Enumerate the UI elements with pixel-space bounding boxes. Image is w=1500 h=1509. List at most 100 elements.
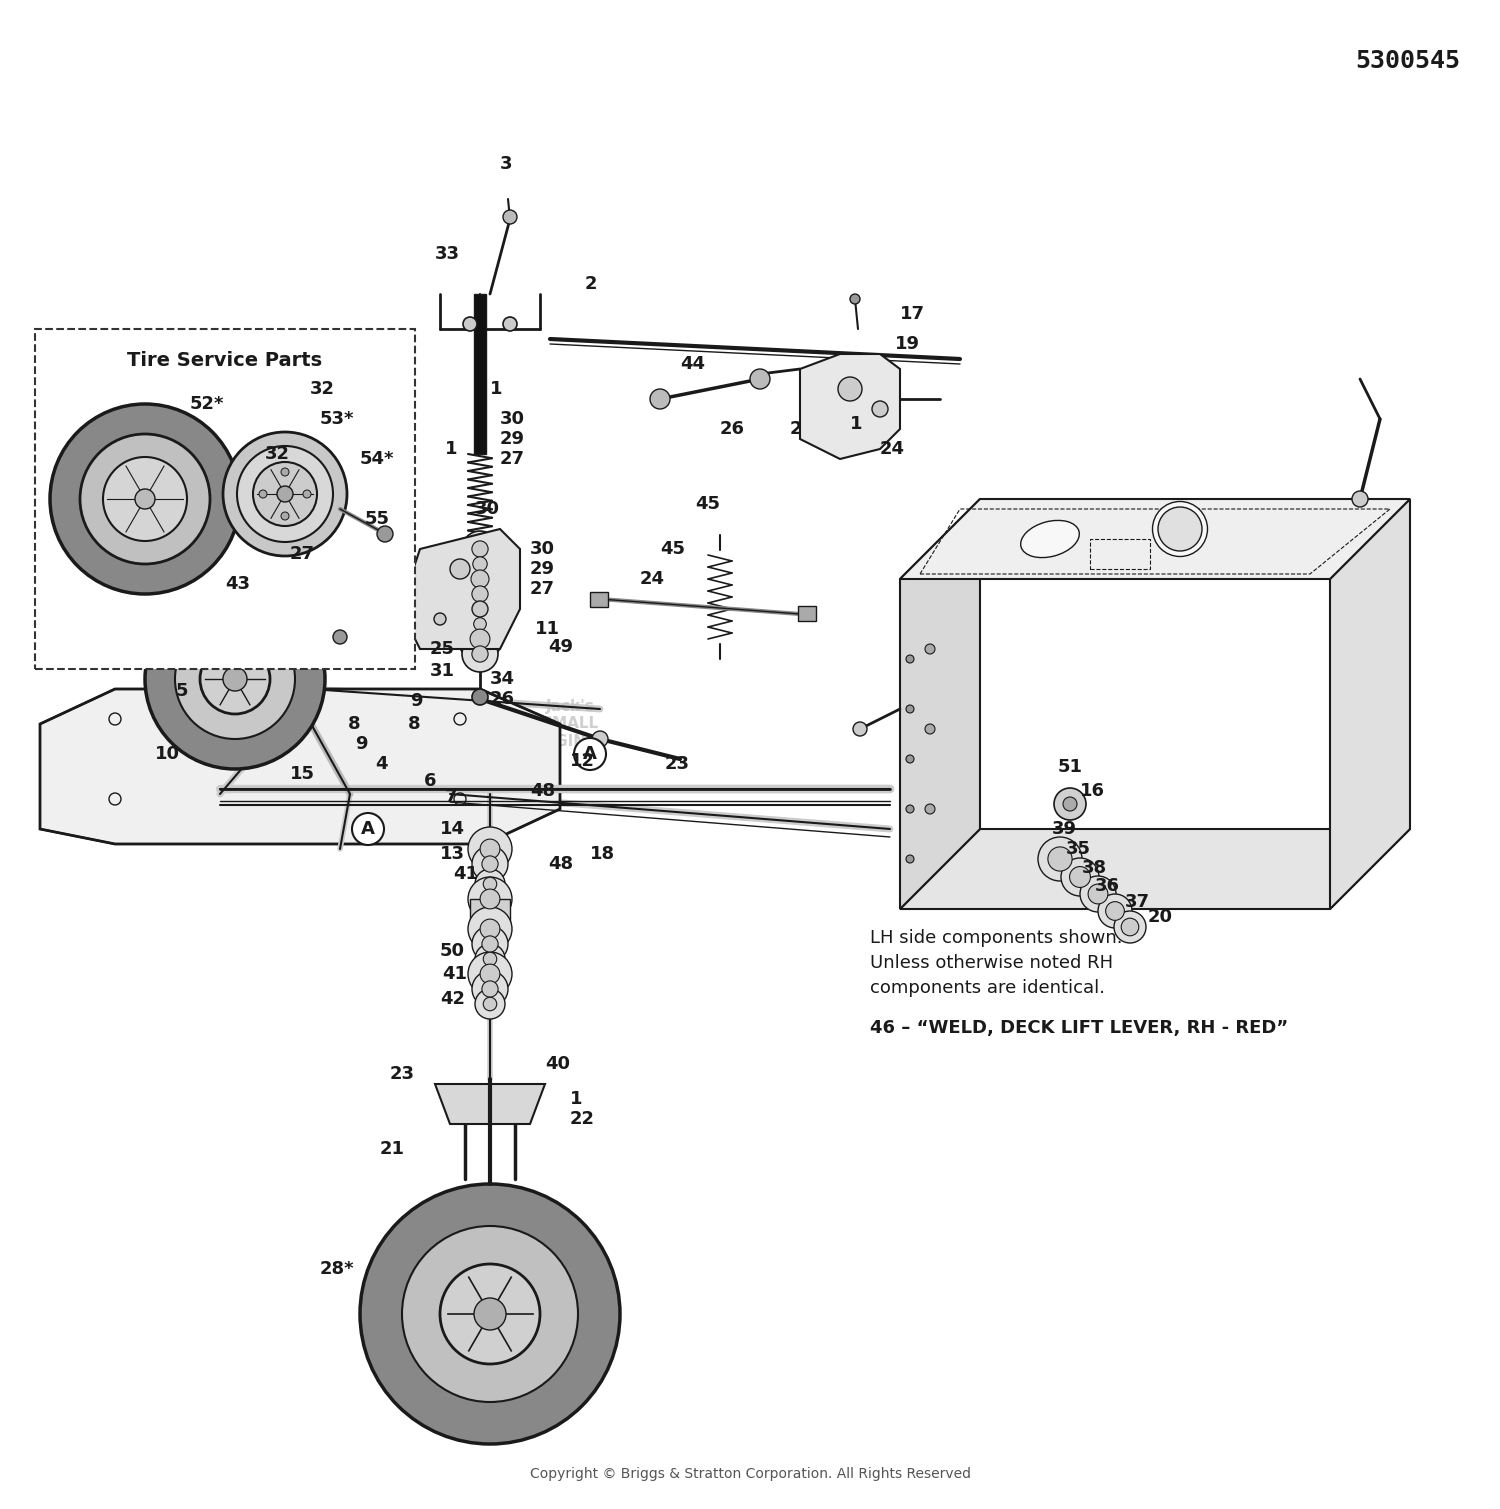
Circle shape xyxy=(280,512,290,521)
Text: 37: 37 xyxy=(1125,893,1150,911)
Text: Copyright © Briggs & Stratton Corporation. All Rights Reserved: Copyright © Briggs & Stratton Corporatio… xyxy=(530,1467,970,1480)
Text: 26: 26 xyxy=(720,420,746,438)
Circle shape xyxy=(1038,837,1082,881)
Ellipse shape xyxy=(1152,501,1208,557)
Circle shape xyxy=(906,804,914,813)
Text: 1: 1 xyxy=(490,380,502,398)
Circle shape xyxy=(472,602,488,616)
Text: 32: 32 xyxy=(310,380,334,398)
Text: 22: 22 xyxy=(570,1111,596,1129)
Text: 48: 48 xyxy=(548,856,573,874)
Text: 13: 13 xyxy=(440,845,465,863)
Text: 32: 32 xyxy=(266,445,290,463)
Text: 34: 34 xyxy=(490,670,514,688)
Text: LH side components shown.: LH side components shown. xyxy=(870,930,1122,948)
Circle shape xyxy=(468,952,512,996)
Circle shape xyxy=(464,548,496,579)
Circle shape xyxy=(472,557,488,572)
Circle shape xyxy=(650,389,670,409)
Circle shape xyxy=(1080,877,1116,911)
Text: Tire Service Parts: Tire Service Parts xyxy=(128,352,322,370)
Circle shape xyxy=(750,370,770,389)
Polygon shape xyxy=(40,690,560,844)
Bar xyxy=(470,899,510,930)
Text: 51: 51 xyxy=(1058,758,1083,776)
Circle shape xyxy=(360,1185,620,1444)
Circle shape xyxy=(503,210,518,223)
Circle shape xyxy=(462,635,498,672)
Circle shape xyxy=(1352,490,1368,507)
Circle shape xyxy=(352,813,384,845)
Text: 18: 18 xyxy=(590,845,615,863)
Circle shape xyxy=(242,539,254,549)
Circle shape xyxy=(474,617,486,631)
Text: 48: 48 xyxy=(530,782,555,800)
Circle shape xyxy=(278,486,292,502)
Circle shape xyxy=(176,619,296,739)
Text: 17: 17 xyxy=(900,305,926,323)
Circle shape xyxy=(476,945,506,973)
Circle shape xyxy=(1060,859,1100,896)
Circle shape xyxy=(1048,847,1072,871)
Circle shape xyxy=(1098,893,1132,928)
Circle shape xyxy=(135,489,154,509)
Circle shape xyxy=(458,617,503,661)
Text: 23: 23 xyxy=(664,754,690,773)
Text: 41: 41 xyxy=(453,865,478,883)
Circle shape xyxy=(1088,884,1108,904)
Circle shape xyxy=(1114,911,1146,943)
Circle shape xyxy=(464,593,496,625)
Circle shape xyxy=(468,907,512,951)
Bar xyxy=(590,592,608,607)
Circle shape xyxy=(483,952,496,966)
Text: 12: 12 xyxy=(570,751,596,770)
Polygon shape xyxy=(800,355,900,459)
Text: 8: 8 xyxy=(408,715,420,733)
Text: 35: 35 xyxy=(1066,841,1090,859)
Circle shape xyxy=(850,294,859,303)
Text: A: A xyxy=(584,745,597,764)
Circle shape xyxy=(839,377,862,401)
Polygon shape xyxy=(900,499,1410,579)
Text: 39: 39 xyxy=(1052,819,1077,837)
Ellipse shape xyxy=(1020,521,1080,558)
Circle shape xyxy=(592,730,608,747)
Bar xyxy=(34,329,416,668)
Circle shape xyxy=(1120,917,1138,936)
Circle shape xyxy=(871,401,888,416)
Text: 20: 20 xyxy=(1148,908,1173,927)
Text: 40: 40 xyxy=(544,1055,570,1073)
Text: 44: 44 xyxy=(680,355,705,373)
Text: 24: 24 xyxy=(880,441,904,459)
Circle shape xyxy=(104,457,188,542)
Polygon shape xyxy=(400,530,520,649)
Text: 36: 36 xyxy=(1095,877,1120,895)
Text: 46 – “WELD, DECK LIFT LEVER, RH - RED”: 46 – “WELD, DECK LIFT LEVER, RH - RED” xyxy=(870,1019,1288,1037)
Text: 55: 55 xyxy=(364,510,390,528)
Text: 4: 4 xyxy=(375,754,387,773)
Text: 16: 16 xyxy=(1080,782,1106,800)
Circle shape xyxy=(476,988,506,1019)
Bar xyxy=(474,294,486,454)
Text: 30: 30 xyxy=(530,540,555,558)
Text: 11: 11 xyxy=(536,620,560,638)
Circle shape xyxy=(406,1305,423,1322)
Circle shape xyxy=(462,531,498,567)
Circle shape xyxy=(483,877,496,890)
Circle shape xyxy=(200,644,270,714)
Circle shape xyxy=(556,1305,573,1322)
Circle shape xyxy=(906,655,914,662)
Text: 29: 29 xyxy=(500,430,525,448)
Text: 14: 14 xyxy=(440,819,465,837)
Text: 9: 9 xyxy=(356,735,368,753)
Text: 50: 50 xyxy=(440,942,465,960)
Text: 5300545: 5300545 xyxy=(1354,48,1460,72)
Text: 43: 43 xyxy=(225,575,251,593)
Circle shape xyxy=(80,435,210,564)
Text: 29: 29 xyxy=(530,560,555,578)
Bar xyxy=(1090,539,1150,569)
Circle shape xyxy=(926,804,934,813)
Circle shape xyxy=(232,530,262,558)
Text: 53*: 53* xyxy=(320,410,354,429)
Text: 1: 1 xyxy=(570,1089,582,1108)
